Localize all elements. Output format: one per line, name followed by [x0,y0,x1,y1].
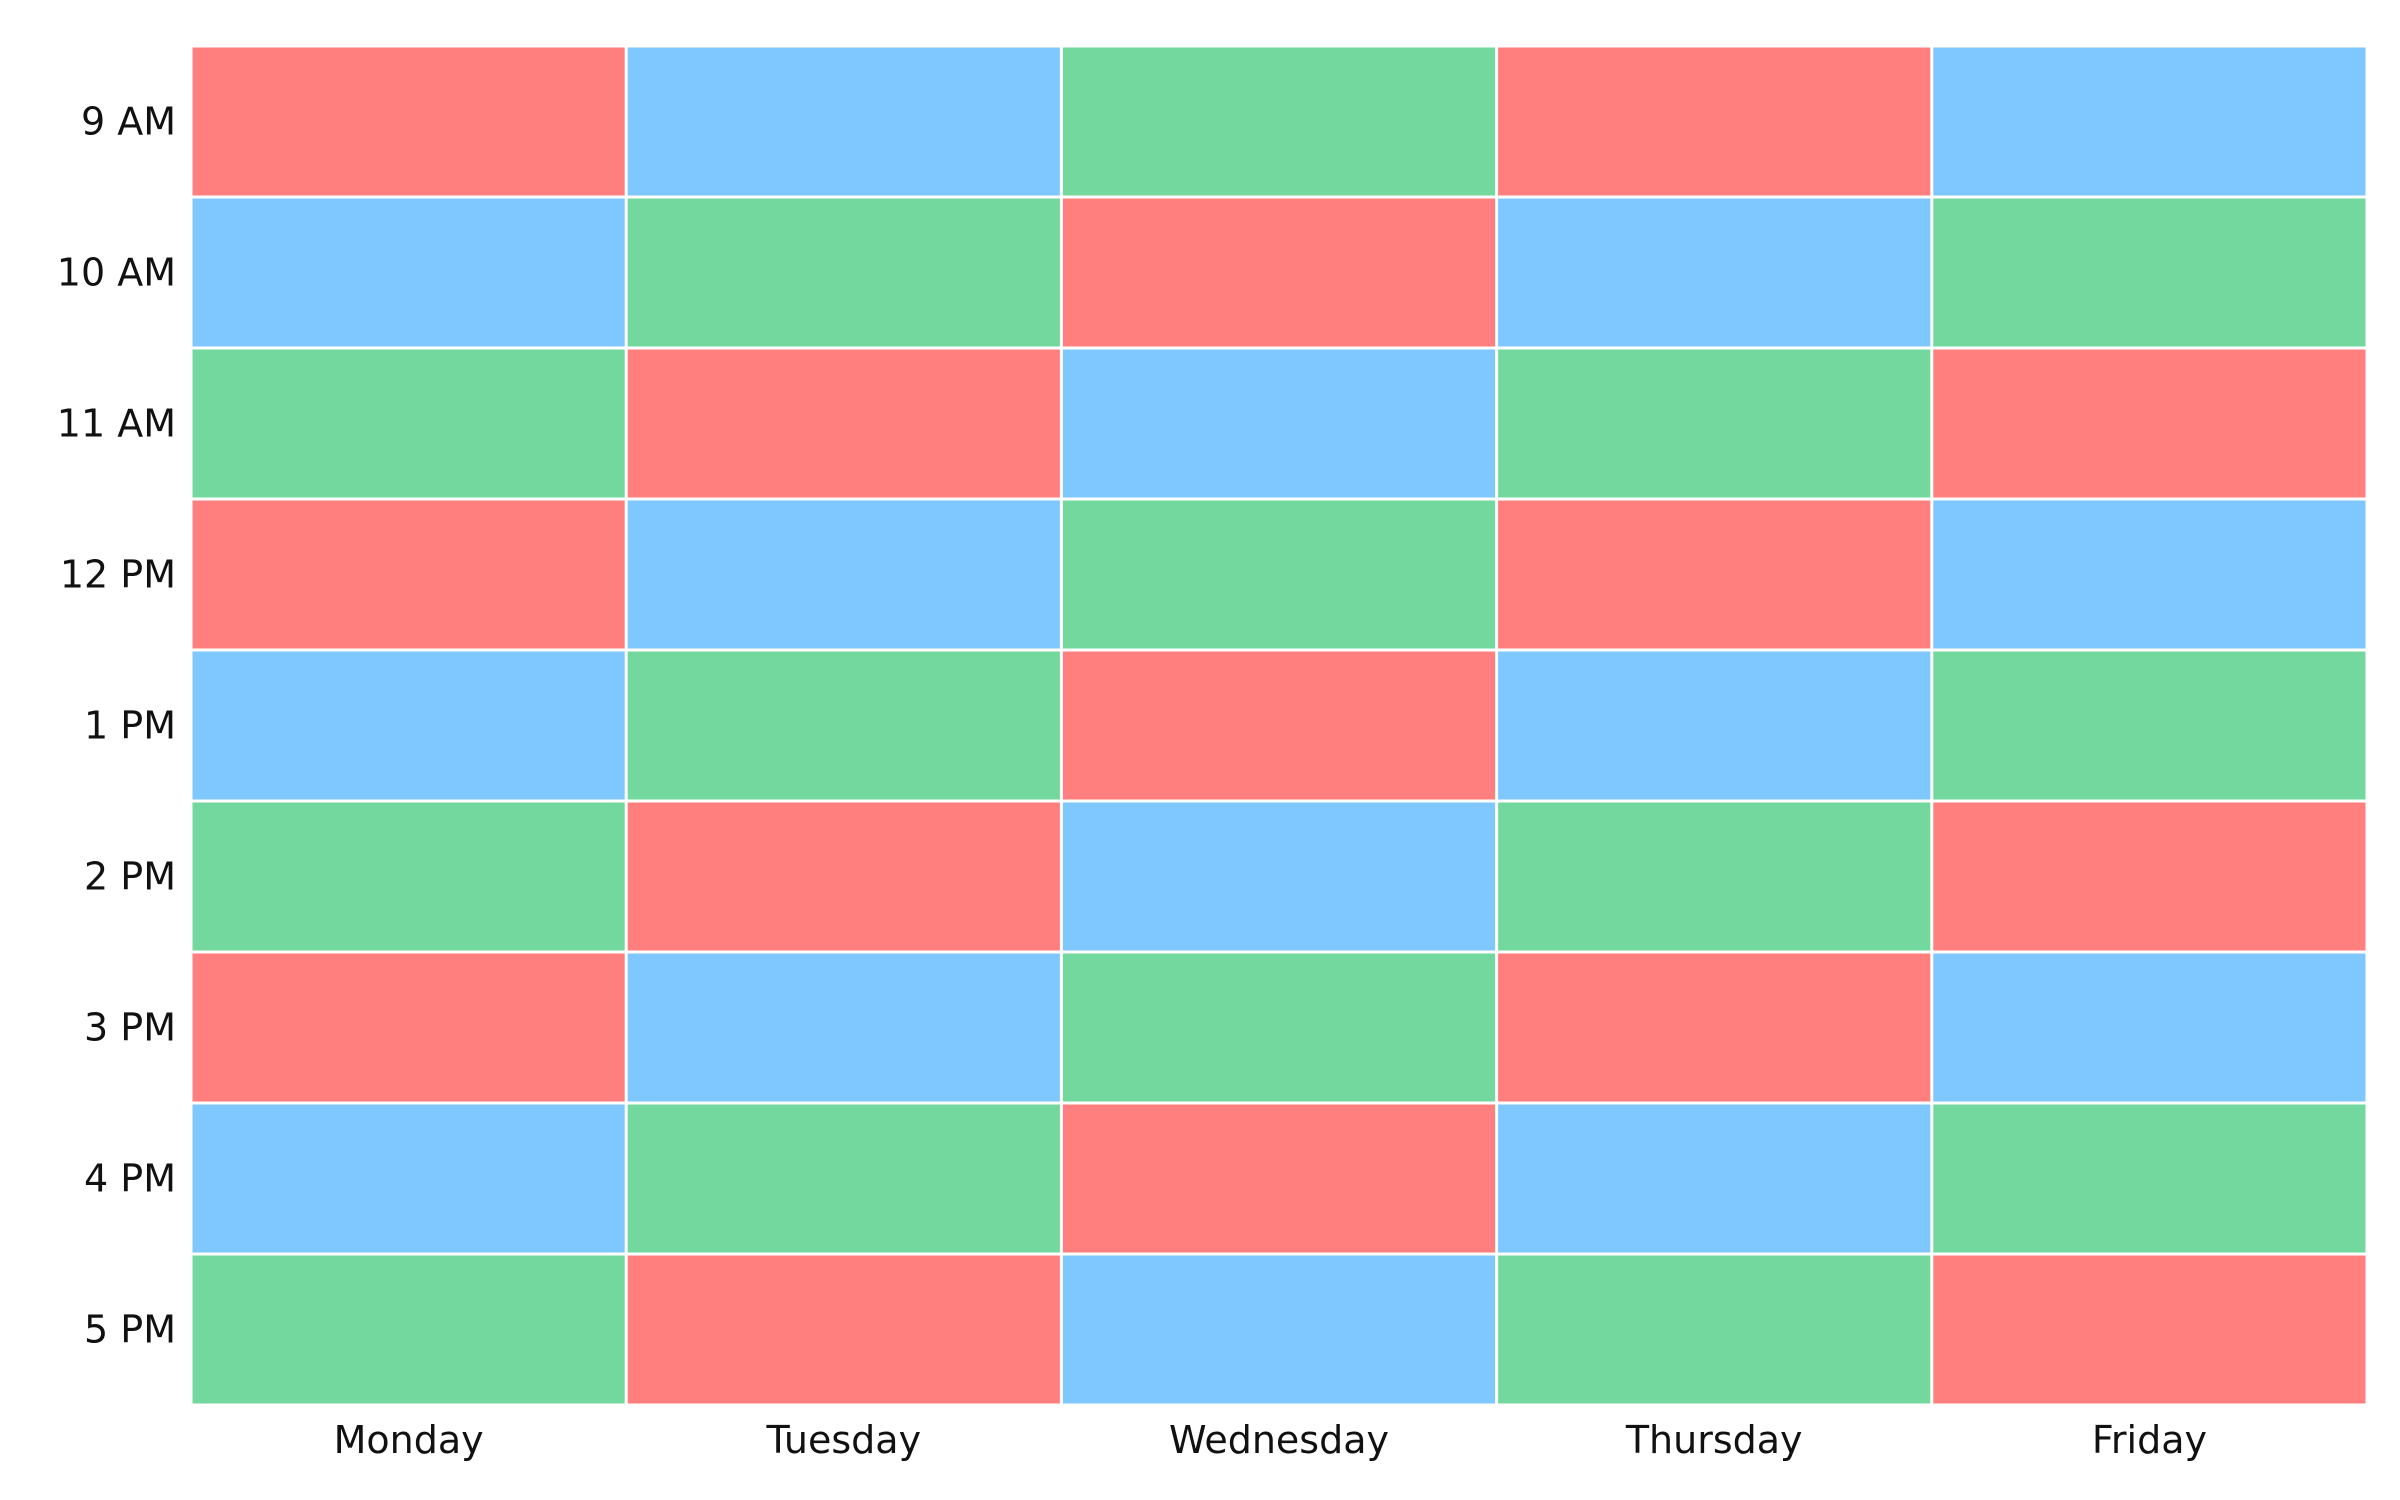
heatmap-cell [1931,1254,2367,1405]
heatmap-cell [1061,197,1497,348]
heatmap-cell [191,801,627,952]
heatmap-cell [1496,499,1932,650]
heatmap-cell [1931,650,2367,801]
heatmap-gridlines [189,44,2369,1407]
heatmap-cell [1061,499,1497,650]
heatmap-cell [1931,952,2367,1103]
heatmap-cell [191,46,627,197]
x-axis-tick-label: Monday [334,1418,484,1462]
heatmap-cell [191,952,627,1103]
heatmap-cell [626,801,1062,952]
heatmap-cell [1496,952,1932,1103]
heatmap-cell [1496,650,1932,801]
heatmap-cell [1496,46,1932,197]
heatmap-cell [626,46,1062,197]
y-axis-tick-label: 11 AM [57,402,176,446]
heatmap-cell [1931,801,2367,952]
heatmap-cell [1061,348,1497,499]
heatmap-cell [626,197,1062,348]
heatmap-cell [626,1254,1062,1405]
heatmap-cell [1496,197,1932,348]
heatmap-cells [191,46,2367,1405]
heatmap-cell [191,1103,627,1254]
heatmap-cell [1061,1103,1497,1254]
x-axis-tick-label: Friday [2092,1418,2207,1462]
y-axis-tick-label: 12 PM [60,553,176,597]
heatmap-cell [1061,46,1497,197]
heatmap-cell [1496,348,1932,499]
x-axis-tick-labels: Monday Tuesday Wednesday Thursday Friday [334,1418,2207,1462]
heatmap-cell [191,197,627,348]
y-axis-tick-labels: 9 AM 10 AM 11 AM 12 PM 1 PM 2 PM 3 PM 4 PM 5 PM [57,100,176,1352]
heatmap-cell [1931,348,2367,499]
x-axis-tick-label: Wednesday [1169,1418,1389,1462]
y-axis-tick-label: 5 PM [84,1308,176,1352]
heatmap-cell [1931,499,2367,650]
heatmap-cell [191,348,627,499]
y-axis-tick-label: 4 PM [84,1157,176,1201]
heatmap-cell [1061,650,1497,801]
heatmap-cell [1931,46,2367,197]
heatmap-cell [191,650,627,801]
heatmap-cell [626,1103,1062,1254]
heatmap-cell [1496,1254,1932,1405]
heatmap-cell [1061,952,1497,1103]
y-axis-tick-label: 2 PM [84,855,176,899]
heatmap-cell [1931,1103,2367,1254]
heatmap-cell [191,1254,627,1405]
x-axis-tick-label: Tuesday [765,1418,921,1462]
heatmap-cell [1496,1103,1932,1254]
y-axis-tick-label: 10 AM [57,251,176,295]
heatmap-cell [1061,801,1497,952]
heatmap-cell [1931,197,2367,348]
y-axis-tick-label: 3 PM [84,1006,176,1050]
x-axis-tick-label: Thursday [1625,1418,1803,1462]
heatmap-cell [626,650,1062,801]
heatmap-cell [191,499,627,650]
y-axis-tick-label: 1 PM [84,704,176,748]
heatmap-cell [626,348,1062,499]
heatmap-cell [1496,801,1932,952]
heatmap-cell [626,952,1062,1103]
heatmap-cell [1061,1254,1497,1405]
y-axis-tick-label: 9 AM [81,100,176,144]
heatmap-cell [626,499,1062,650]
